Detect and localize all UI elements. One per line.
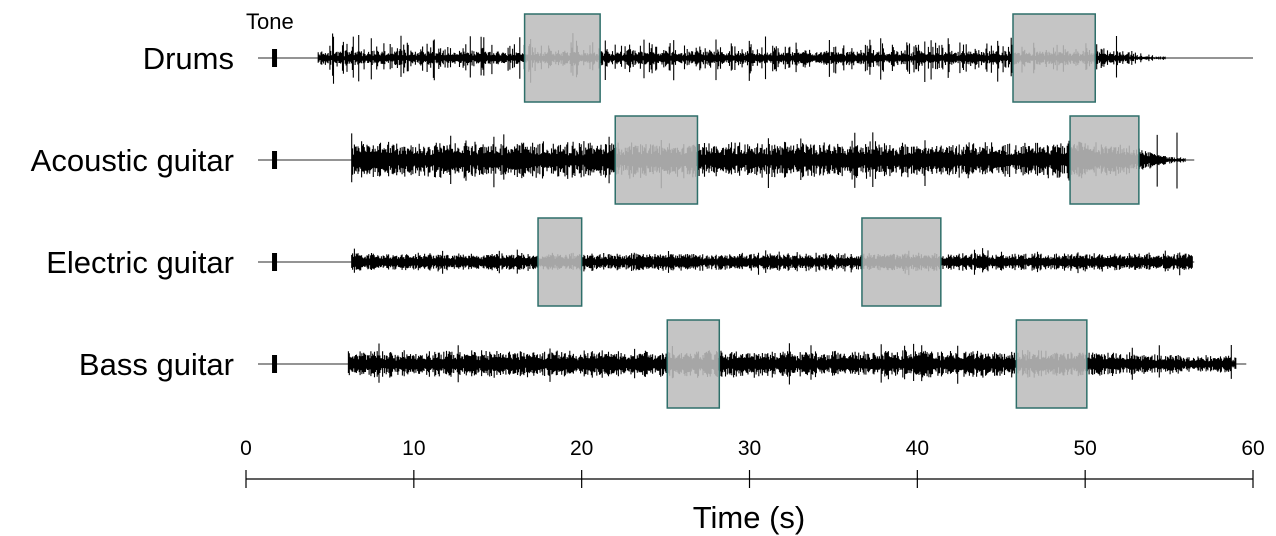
track-electric-guitar: Electric guitar	[46, 217, 1195, 307]
x-axis: 0 10 20 30 40 50 60	[240, 437, 1265, 488]
waveform	[347, 343, 1237, 385]
waveform	[351, 248, 1193, 276]
x-tick-label: 60	[1241, 437, 1264, 460]
tone-marker	[272, 49, 278, 67]
waveform	[351, 132, 1186, 189]
highlight-box	[523, 13, 601, 103]
highlight-box	[666, 319, 721, 409]
x-tick-label: 30	[738, 437, 761, 460]
track-bass-guitar: Bass guitar	[79, 319, 1247, 409]
track-acoustic-guitar: Acoustic guitar	[31, 115, 1195, 205]
highlight-box	[1069, 115, 1140, 205]
tone-marker	[272, 253, 278, 271]
track-label: Drums	[143, 41, 234, 76]
x-tick-label: 10	[402, 437, 425, 460]
x-tick-label: 50	[1073, 437, 1096, 460]
tracks-group: Drums Acoustic guitar Electric guitar Bass …	[31, 13, 1253, 409]
track-drums: Drums	[143, 13, 1253, 103]
tone-marker	[272, 151, 278, 169]
highlight-box	[537, 217, 583, 307]
highlight-box	[614, 115, 699, 205]
track-label: Acoustic guitar	[31, 143, 234, 178]
highlight-box	[1015, 319, 1088, 409]
x-tick-label: 0	[240, 437, 252, 460]
x-tick-label: 40	[906, 437, 929, 460]
x-tick-label: 20	[570, 437, 593, 460]
track-label: Electric guitar	[46, 245, 234, 280]
highlight-box	[861, 217, 942, 307]
tone-label: Tone	[246, 9, 294, 34]
tone-marker	[272, 355, 278, 373]
highlight-box	[1012, 13, 1096, 103]
track-label: Bass guitar	[79, 347, 234, 382]
x-axis-title: Time (s)	[693, 500, 806, 535]
